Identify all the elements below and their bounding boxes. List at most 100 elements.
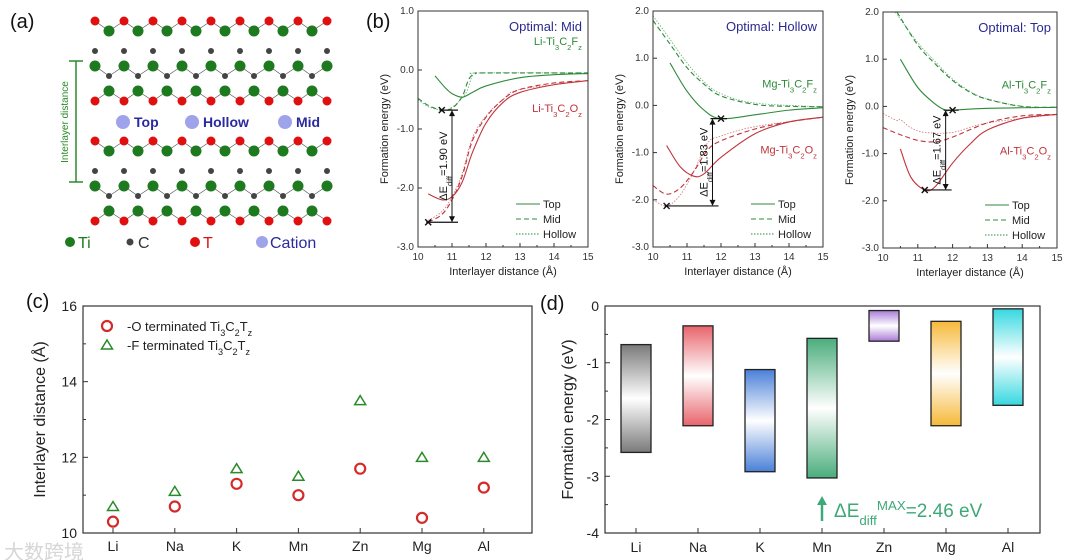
- panel-label-b: (b): [366, 11, 390, 33]
- t-atom: [177, 16, 187, 26]
- ti-atom: [248, 205, 260, 217]
- x-tick-label-li: Li: [631, 539, 642, 555]
- c-atom: [237, 48, 243, 54]
- f-terminated-point-li: [106, 500, 120, 512]
- panel-label-a: (a): [10, 11, 34, 33]
- y-tick-label: -1.0: [632, 148, 650, 159]
- optimal-site-title: Optimal: Top: [978, 20, 1051, 35]
- legend-label-hollow: Hollow: [778, 229, 811, 241]
- legend-label-top: Top: [543, 199, 561, 211]
- t-atom: [206, 16, 216, 26]
- series-f-hollow: [418, 72, 588, 111]
- t-atom: [322, 16, 332, 26]
- x-tick-label-mg: Mg: [936, 539, 955, 555]
- t-atom: [90, 136, 100, 146]
- x-tick-label: 15: [582, 252, 594, 263]
- series-o-hollow: [427, 80, 588, 221]
- ti-atom: [161, 85, 173, 97]
- ti-atom: [219, 25, 231, 37]
- f-terminated-point-mn: [291, 469, 306, 481]
- legend-ti-label: Ti: [78, 235, 91, 252]
- t-atom: [206, 216, 216, 226]
- x-tick-label-mg: Mg: [412, 538, 431, 554]
- c-atom: [179, 168, 185, 174]
- formation-energy-range-plot: 0 -1 -2 -3 -4 Li Na K Mn Zn Mg Al Formation energy (…: [560, 298, 1041, 555]
- series-f-hollow: [894, 12, 1057, 108]
- x-tick-label-mn: Mn: [812, 539, 831, 555]
- t-atom: [119, 216, 129, 226]
- y-tick-label: -2.0: [862, 196, 880, 207]
- c-atom: [135, 73, 141, 79]
- t-atom: [148, 96, 158, 106]
- ti-atom: [161, 145, 173, 157]
- range-bar-zn: [868, 309, 900, 342]
- range-bar-na: [682, 325, 714, 427]
- legend-label-mid: Mid: [1012, 215, 1030, 227]
- c-atom: [193, 193, 199, 199]
- x-tick-label: 12: [715, 252, 727, 263]
- legend-label-o: -O terminated Ti3C2Tz: [127, 319, 253, 338]
- ti-atom: [292, 180, 304, 192]
- ti-atom: [103, 145, 115, 157]
- delta-e-diff-label: ΔEdiff=1.67 eV: [932, 115, 948, 185]
- c-atom: [280, 193, 286, 199]
- f-terminated-label: Mg-Ti3C2Fz: [762, 78, 817, 94]
- structure-diagram: Interlayer distance Top Hollow Mid Ti C T Catio…: [60, 16, 333, 252]
- legend-circle-icon: [100, 319, 114, 333]
- ti-atom: [161, 25, 173, 37]
- c-atom: [237, 168, 243, 174]
- optimal-site-title: Optimal: Mid: [509, 19, 582, 34]
- ti-atom: [147, 180, 159, 192]
- c-atom: [106, 193, 112, 199]
- x-tick-label: 10: [877, 253, 889, 264]
- site-label-hollow: Hollow: [203, 114, 249, 130]
- t-atom: [235, 96, 245, 106]
- y-tick-label: -2.0: [632, 195, 650, 206]
- ti-atom: [132, 205, 144, 217]
- y-tick-label: 10: [61, 525, 77, 541]
- o-terminated-point-zn: [354, 462, 367, 475]
- x-tick-label: 13: [514, 252, 526, 263]
- x-tick-label: 13: [982, 253, 994, 264]
- ti-atom: [248, 145, 260, 157]
- series-f-top: [669, 62, 823, 120]
- t-atom: [264, 16, 274, 26]
- y-tick-label: 2.0: [865, 7, 879, 18]
- t-atom: [293, 136, 303, 146]
- y-tick-label: -1.0: [397, 124, 415, 135]
- formation-energy-al-plot: ΔEdiff=1.67 eV 10 11 12 13 14 15 2.0 1.0 0.0 -1.0 -…: [844, 7, 1063, 279]
- c-atom: [106, 73, 112, 79]
- y-tick-label: 0.0: [635, 100, 649, 111]
- ti-atom: [263, 60, 275, 72]
- ti-atom: [321, 180, 333, 192]
- c-atom: [280, 73, 286, 79]
- c-atom: [92, 48, 98, 54]
- c-atom: [92, 168, 98, 174]
- t-atom: [90, 96, 100, 106]
- ti-atom: [103, 205, 115, 217]
- c-atom: [179, 48, 185, 54]
- y-tick-label: 0.0: [400, 65, 414, 76]
- x-tick-label-k: K: [755, 539, 765, 555]
- ti-atom: [190, 205, 202, 217]
- t-atom: [235, 136, 245, 146]
- interlayer-distance-label: Interlayer distance: [60, 81, 71, 163]
- legend-label-mid: Mid: [543, 214, 561, 226]
- legend-t-label: T: [203, 235, 213, 252]
- legend-cation-label: Cation: [270, 235, 316, 252]
- t-atom: [264, 216, 274, 226]
- f-terminated-point-k: [229, 462, 244, 474]
- t-atom: [264, 96, 274, 106]
- ti-atom: [234, 180, 246, 192]
- c-atom: [295, 168, 301, 174]
- series-o-hollow: [883, 113, 1057, 134]
- x-axis-label: Interlayer distance (Å): [449, 265, 557, 278]
- x-tick-label: 11: [913, 253, 924, 264]
- c-atom: [135, 193, 141, 199]
- y-tick-label: -2.0: [397, 183, 415, 194]
- y-tick-label: -1.0: [862, 149, 880, 160]
- legend-triangle-icon: [100, 338, 114, 350]
- y-axis-label: Interlayer distance (Å): [30, 341, 49, 498]
- o-terminated-label: Mg-Ti3C2Oz: [760, 144, 817, 160]
- t-atom: [119, 96, 129, 106]
